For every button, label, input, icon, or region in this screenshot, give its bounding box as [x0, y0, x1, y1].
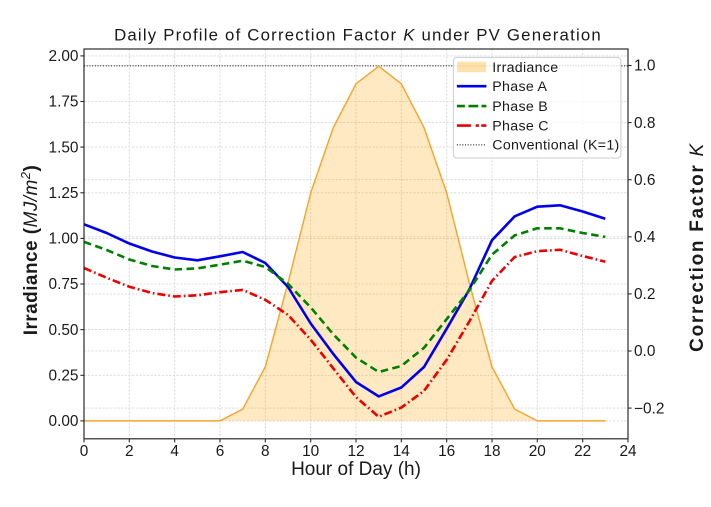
svg-text:1.75: 1.75	[49, 94, 79, 111]
svg-text:2.00: 2.00	[49, 48, 79, 65]
svg-text:1.25: 1.25	[49, 185, 79, 202]
svg-text:−0.2: −0.2	[634, 400, 664, 417]
svg-text:1.50: 1.50	[49, 139, 79, 156]
svg-text:Hour of Day (h): Hour of Day (h)	[291, 459, 421, 480]
svg-text:0.00: 0.00	[49, 413, 79, 430]
svg-text:22: 22	[574, 443, 591, 460]
svg-text:Daily Profile of Correction Fa: Daily Profile of Correction Factor K und…	[114, 26, 602, 45]
svg-text:Phase C: Phase C	[492, 119, 549, 135]
svg-text:Phase B: Phase B	[492, 99, 548, 115]
svg-text:4: 4	[170, 443, 179, 460]
svg-text:Irradiance (MJ/m2): Irradiance (MJ/m2)	[18, 165, 42, 336]
svg-text:2: 2	[125, 443, 134, 460]
svg-text:14: 14	[393, 443, 411, 460]
svg-text:1.0: 1.0	[634, 58, 655, 75]
svg-text:10: 10	[302, 443, 319, 460]
svg-text:0.0: 0.0	[634, 343, 655, 360]
svg-text:Conventional (K=1): Conventional (K=1)	[492, 138, 619, 154]
svg-text:24: 24	[619, 443, 637, 460]
svg-text:0.50: 0.50	[49, 322, 79, 339]
svg-text:0.6: 0.6	[634, 172, 655, 189]
svg-text:12: 12	[347, 443, 364, 460]
svg-text:1.00: 1.00	[49, 231, 79, 248]
svg-text:0.75: 0.75	[49, 276, 79, 293]
svg-text:Phase A: Phase A	[492, 79, 547, 95]
svg-text:Irradiance: Irradiance	[492, 60, 558, 76]
svg-text:16: 16	[438, 443, 455, 460]
svg-text:Correction Factor K: Correction Factor K	[687, 142, 708, 352]
svg-text:0: 0	[80, 443, 89, 460]
svg-text:8: 8	[261, 443, 270, 460]
svg-text:0.25: 0.25	[49, 368, 79, 385]
svg-text:20: 20	[529, 443, 546, 460]
svg-text:0.2: 0.2	[634, 286, 655, 303]
svg-text:18: 18	[483, 443, 500, 460]
svg-text:6: 6	[216, 443, 225, 460]
svg-text:0.4: 0.4	[634, 229, 656, 246]
svg-text:0.8: 0.8	[634, 115, 655, 132]
